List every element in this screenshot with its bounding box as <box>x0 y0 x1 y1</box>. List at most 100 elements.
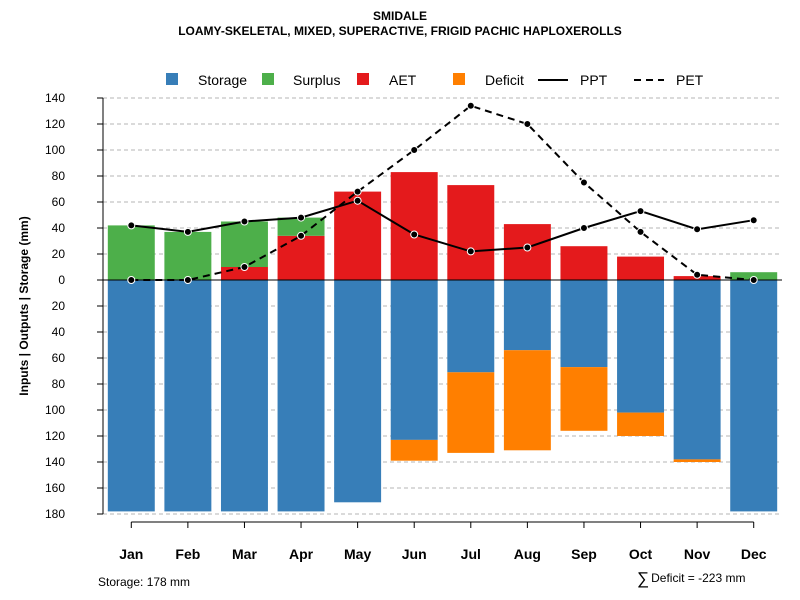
storage-bar <box>673 280 721 460</box>
ppt-point <box>466 247 475 256</box>
ppt-legend-label: PPT <box>580 72 608 88</box>
pet-point <box>749 276 758 284</box>
aet-bar <box>277 235 325 280</box>
deficit-bar <box>390 439 438 461</box>
sigma-symbol: ∑ <box>637 569 650 588</box>
surplus-bar <box>107 225 155 280</box>
y-tick-label: 140 <box>45 455 65 469</box>
y-tick-label: 120 <box>45 429 65 443</box>
y-tick-label: 80 <box>52 377 66 391</box>
storage-bar <box>277 280 325 512</box>
pet-point <box>240 263 249 271</box>
ppt-point <box>353 196 362 205</box>
ppt-point <box>127 221 136 230</box>
y-tick-label: 60 <box>52 351 66 365</box>
storage-legend-label: Storage <box>198 72 247 88</box>
storage-bar <box>164 280 212 512</box>
storage-bar <box>390 280 438 440</box>
chart-subtitle: LOAMY-SKELETAL, MIXED, SUPERACTIVE, FRIG… <box>178 24 622 38</box>
deficit-total: Deficit = -223 mm <box>651 571 746 585</box>
surplus-bar <box>220 221 268 267</box>
x-tick-label: Jun <box>402 546 427 562</box>
deficit-bar <box>560 367 608 431</box>
aet-bar <box>560 246 608 280</box>
deficit-legend-swatch <box>453 73 465 85</box>
y-tick-label: 100 <box>45 403 65 417</box>
surplus-bar <box>277 217 325 236</box>
y-axis-label: Inputs | Outputs | Storage (mm) <box>17 216 31 395</box>
x-tick-label: Jul <box>461 546 481 562</box>
aet-legend-swatch <box>357 73 369 85</box>
y-tick-label: 40 <box>52 325 66 339</box>
aet-bar <box>617 256 665 280</box>
aet-bar <box>390 172 438 280</box>
x-tick-label: Nov <box>684 546 711 562</box>
ppt-point <box>297 213 306 222</box>
storage-bar <box>730 280 778 512</box>
storage-bar <box>220 280 268 512</box>
storage-bar <box>503 280 551 351</box>
storage-bar <box>107 280 155 512</box>
y-tick-label: 40 <box>52 221 66 235</box>
surplus-legend-label: Surplus <box>293 72 340 88</box>
pet-point <box>579 178 588 187</box>
storage-footnote: Storage: 178 mm <box>98 575 191 589</box>
y-tick-label: 100 <box>45 143 65 157</box>
pet-point <box>410 146 419 154</box>
ppt-line <box>131 199 754 253</box>
deficit-legend-label: Deficit <box>485 72 524 88</box>
ppt-point <box>240 217 249 226</box>
ppt-point <box>749 216 758 225</box>
deficit-bar <box>617 412 665 436</box>
x-tick-label: Feb <box>175 546 200 562</box>
x-tick-label: Mar <box>232 546 257 562</box>
storage-bar <box>447 280 495 373</box>
pet-point <box>693 270 702 279</box>
x-tick-label: Dec <box>741 546 767 562</box>
surplus-legend-swatch <box>262 73 274 85</box>
y-tick-label: 0 <box>58 273 65 287</box>
deficit-footnote: ∑ Deficit = -223 mm <box>637 569 745 589</box>
ppt-point <box>579 224 588 232</box>
ppt-point <box>183 227 192 236</box>
storage-legend-swatch <box>166 73 178 85</box>
y-tick-label: 140 <box>45 91 65 105</box>
y-tick-label: 180 <box>45 507 65 521</box>
y-tick-label: 20 <box>52 247 66 261</box>
x-tick-label: Aug <box>514 546 541 562</box>
ppt-point <box>523 243 532 252</box>
surplus-bar <box>164 231 212 280</box>
x-tick-label: May <box>344 546 371 562</box>
x-tick-label: Jan <box>119 546 143 562</box>
y-tick-label: 20 <box>52 299 66 313</box>
aet-legend-label: AET <box>389 72 417 88</box>
pet-point <box>127 276 136 284</box>
pet-point <box>636 227 645 236</box>
ppt-point <box>693 225 702 234</box>
x-tick-label: Apr <box>289 546 314 562</box>
y-tick-label: 60 <box>52 195 66 209</box>
pet-point <box>523 120 532 128</box>
storage-bar <box>334 280 382 503</box>
aet-bar <box>503 224 551 280</box>
chart-title: SMIDALE <box>373 9 427 23</box>
pet-legend-label: PET <box>676 72 704 88</box>
ppt-point <box>410 230 419 239</box>
deficit-bar <box>447 372 495 453</box>
ppt-point <box>636 207 645 216</box>
pet-point <box>183 276 192 284</box>
x-tick-label: Sep <box>571 546 597 562</box>
storage-bar <box>617 280 665 413</box>
aet-bar <box>447 185 495 280</box>
x-tick-label: Oct <box>629 546 653 562</box>
deficit-bar <box>673 459 721 462</box>
pet-point <box>297 231 306 240</box>
pet-point <box>466 101 475 110</box>
deficit-bar <box>503 350 551 451</box>
y-tick-label: 120 <box>45 117 65 131</box>
y-tick-label: 80 <box>52 169 66 183</box>
pet-point <box>353 187 362 196</box>
y-tick-label: 160 <box>45 481 65 495</box>
storage-bar <box>560 280 608 368</box>
